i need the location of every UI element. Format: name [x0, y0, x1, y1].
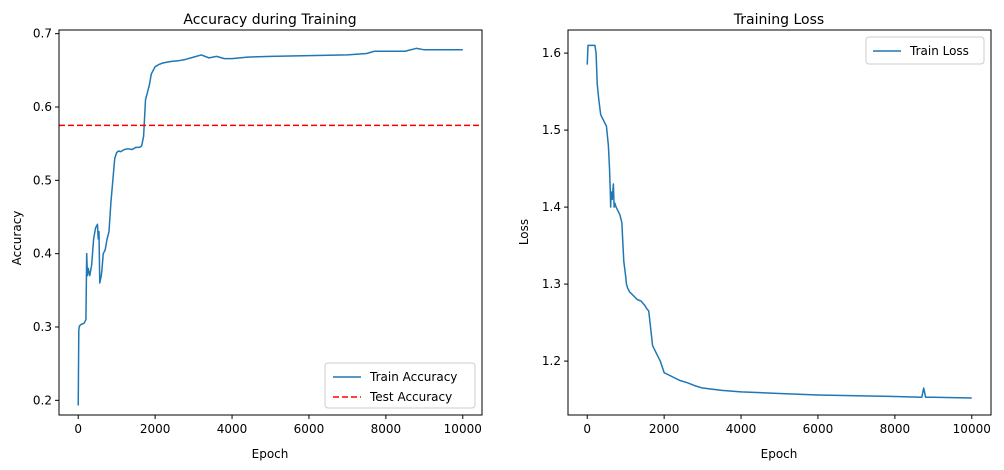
accuracy-ytick-label: 0.6 — [33, 100, 52, 114]
legend-label-train-accuracy: Train Accuracy — [369, 370, 457, 384]
accuracy-chart-legend: Train Accuracy Test Accuracy — [324, 362, 476, 409]
loss-ytick-label: 1.6 — [542, 46, 561, 60]
accuracy-xtick-label: 0 — [74, 422, 82, 436]
loss-chart-plot-area — [567, 29, 992, 416]
loss-chart-legend: Train Loss — [865, 36, 985, 65]
accuracy-ytick-label: 0.5 — [33, 173, 52, 187]
legend-box — [324, 362, 476, 409]
loss-xtick-label: 8000 — [880, 422, 911, 436]
loss-chart-ylabel: Loss — [517, 219, 531, 245]
loss-ytick-label: 1.5 — [542, 123, 561, 137]
accuracy-chart: Accuracy during Training Epoch Accuracy … — [10, 12, 483, 461]
loss-chart-xlabel: Epoch — [761, 447, 798, 461]
loss-ytick-label: 1.3 — [542, 277, 561, 291]
loss-chart-title: Training Loss — [733, 12, 824, 28]
loss-ytick-label: 1.4 — [542, 200, 561, 214]
loss-xtick-label: 10000 — [953, 422, 991, 436]
accuracy-chart-xlabel: Epoch — [252, 447, 289, 461]
accuracy-ytick-label: 0.3 — [33, 320, 52, 334]
legend-label-test-accuracy: Test Accuracy — [369, 390, 452, 404]
accuracy-chart-ylabel: Accuracy — [10, 211, 24, 266]
accuracy-ytick-label: 0.4 — [33, 247, 52, 261]
loss-xtick-label: 6000 — [803, 422, 834, 436]
legend-label-train-loss: Train Loss — [909, 44, 969, 58]
loss-xtick-label: 0 — [583, 422, 591, 436]
loss-ytick-label: 1.2 — [542, 354, 561, 368]
loss-chart: Training Loss Epoch Loss 0 2000 4000 6000 80… — [517, 12, 992, 461]
accuracy-xtick-label: 6000 — [294, 422, 325, 436]
accuracy-ytick-label: 0.7 — [33, 27, 52, 41]
accuracy-xtick-label: 8000 — [371, 422, 402, 436]
accuracy-xtick-label: 10000 — [444, 422, 482, 436]
series-train-accuracy-line — [77, 47, 463, 406]
accuracy-xtick-label: 4000 — [217, 422, 248, 436]
series-train-loss-line — [586, 44, 972, 399]
accuracy-chart-title: Accuracy during Training — [183, 12, 356, 28]
loss-xtick-label: 2000 — [649, 422, 680, 436]
accuracy-ytick-label: 0.2 — [33, 393, 52, 407]
loss-xtick-label: 4000 — [726, 422, 757, 436]
legend-box — [865, 36, 985, 65]
accuracy-chart-plot-area — [58, 29, 483, 416]
accuracy-xtick-label: 2000 — [140, 422, 171, 436]
